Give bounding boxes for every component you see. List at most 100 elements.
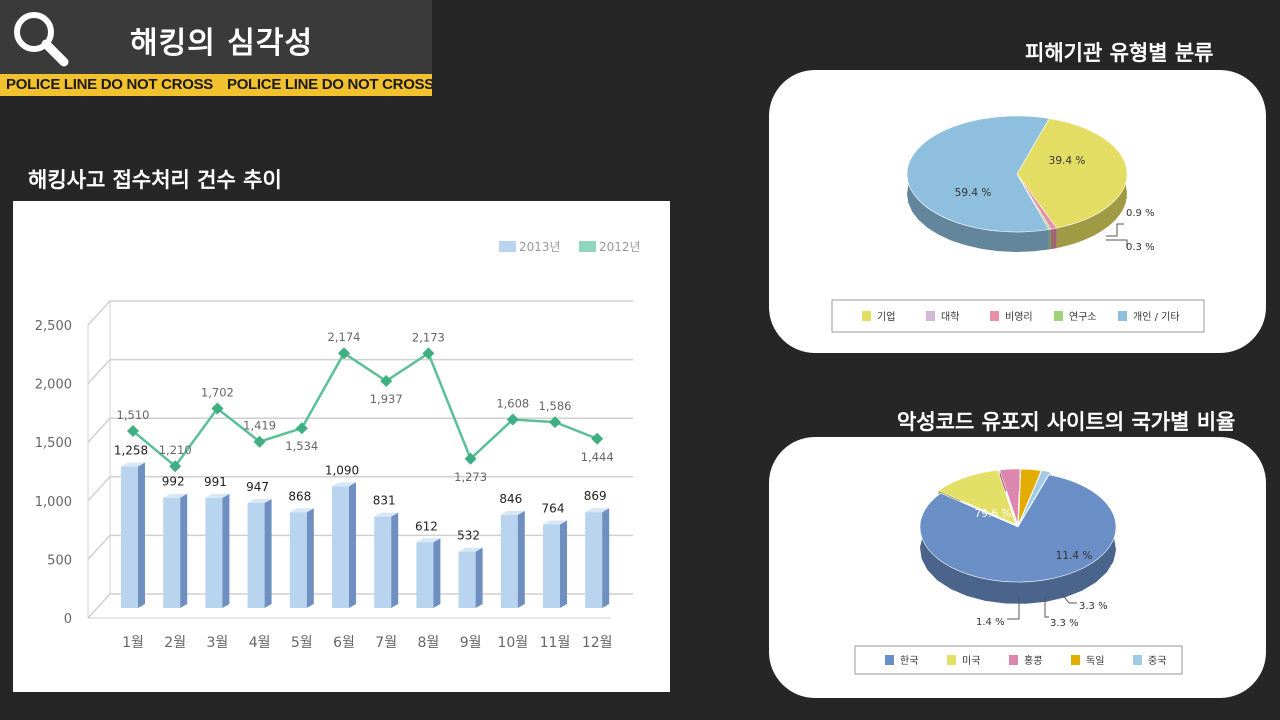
line-point (211, 402, 224, 415)
bar-side (602, 508, 610, 608)
legend-swatch (990, 311, 999, 321)
bar (458, 551, 476, 608)
bar-value-label: 532 (457, 529, 480, 543)
bar-value-label: 1,090 (325, 463, 359, 477)
bar-value-label: 947 (246, 480, 269, 494)
right-bottom-title: 악성코드 유포지 사이트의 국가별 비율 (897, 410, 1236, 434)
bar-top (332, 482, 356, 487)
bar (289, 512, 307, 608)
bar-value-label: 1,258 (114, 444, 148, 458)
legend-swatch (947, 655, 956, 665)
legend-swatch (1054, 311, 1063, 321)
bar-top (543, 520, 567, 525)
bar-side (475, 547, 483, 608)
x-tick-label: 11월 (540, 635, 571, 651)
line-point (295, 422, 308, 435)
bar-side (349, 482, 356, 608)
bar-value-label: 868 (288, 489, 311, 503)
pie-slice-side (1048, 229, 1051, 250)
org-type-chart-panel: 39.4 % 59.4 % 0.9 % 0.3 % 기업 대학 비영리 연구소 개인 / 기타 (769, 70, 1266, 353)
bar-value-label: 846 (499, 492, 522, 506)
line-value-label: 1,534 (285, 439, 318, 453)
country-chart-panel: 79.6 % 11.4 % 3.3 % 3.3 % 1.4 % 한국 미국 홍콩 독일 중국 (769, 437, 1266, 698)
line-value-label: 1,210 (159, 443, 192, 457)
pie-value-label: 3.3 % (1079, 601, 1108, 612)
pie-slice-side (1050, 228, 1057, 250)
legend-label: 미국 (962, 655, 980, 667)
monthly-chart-panel: 0 500 1,000 1,500 2,000 2,500 2013년 2012년 1,258 1… (13, 201, 670, 692)
y-tick-label: 1,500 (35, 436, 72, 451)
pie-value-label: 59.4 % (955, 187, 992, 199)
bar (585, 512, 603, 608)
line-value-label: 1,702 (201, 386, 234, 400)
legend-label: 비영리 (1005, 311, 1033, 323)
leader-line (1106, 223, 1124, 237)
legend-swatch (1071, 655, 1080, 665)
line-point (591, 432, 604, 445)
legend-swatch (1118, 311, 1127, 321)
bar-value-label: 869 (584, 489, 607, 503)
legend-label: 2013년 (519, 240, 561, 254)
bar-top (205, 493, 230, 498)
bar (121, 466, 138, 608)
legend-label: 2012년 (599, 240, 641, 254)
gridline (87, 476, 633, 502)
x-tick-label: 5월 (291, 635, 313, 651)
leader-line (1007, 597, 1020, 620)
bar-side (517, 510, 525, 608)
pie-value-label: 11.4 % (1056, 550, 1093, 562)
x-tick-label: 2월 (164, 635, 186, 651)
legend-label: 개인 / 기타 (1133, 311, 1180, 323)
legend-label: 기업 (877, 310, 895, 323)
bar-side (306, 508, 314, 608)
legend-box (831, 299, 1205, 333)
leader-line (1106, 239, 1128, 248)
x-tick-label: 4월 (249, 635, 271, 651)
left-section-title: 해킹사고 접수처리 건수 추이 (28, 168, 282, 192)
police-tape: POLICE LINE DO NOT CROSS POLICE LINE DO N… (0, 74, 432, 96)
country-pie: 79.6 % 11.4 % 3.3 %3.3 % 1.4 % 한국 미국 홍콩 독일 중국 (854, 468, 1183, 675)
bar (332, 486, 349, 608)
y-tick-label: 500 (47, 553, 72, 568)
line-point (506, 413, 519, 426)
bar (543, 524, 560, 608)
legend-label: 대학 (941, 311, 959, 323)
line-value-label: 1,419 (243, 419, 276, 433)
line-value-label: 2,174 (328, 330, 361, 344)
pie-slice (999, 468, 1021, 525)
bar (500, 514, 518, 608)
legend-box (854, 645, 1183, 675)
bar-top (416, 538, 441, 543)
y-tick-label: 2,500 (35, 319, 72, 334)
pie-value-label: 3.3 % (1050, 618, 1079, 629)
legend-label: 독일 (1086, 655, 1104, 667)
x-tick-label: 9월 (460, 635, 482, 651)
bar-top (585, 508, 610, 513)
line-value-label: 1,444 (581, 450, 614, 464)
tape-text: POLICE LINE DO NOT CROSS (226, 76, 432, 93)
y-tick-label: 2,000 (35, 378, 72, 393)
tape-text: POLICE LINE DO NOT CROSS (6, 76, 213, 93)
bar-side (222, 493, 230, 608)
y-tick-label: 1,000 (35, 495, 72, 510)
bar-value-label: 831 (373, 494, 396, 508)
org-type-pie: 39.4 % 59.4 % 0.9 % 0.3 % 기업 대학 비영리 연구소 개인 / 기타 (831, 115, 1205, 333)
right-top-title: 피해기관 유형별 분류 (1025, 41, 1214, 65)
legend-swatch (1009, 655, 1018, 665)
bar (247, 503, 265, 608)
legend-swatch (579, 241, 596, 252)
pie-value-label: 39.4 % (1049, 155, 1086, 167)
y-tick-label: 0 (64, 612, 72, 627)
magnifier-icon (14, 12, 69, 67)
line-value-label: 2,173 (412, 330, 445, 344)
legend-swatch (926, 311, 935, 321)
pie-value-label: 1.4 % (976, 617, 1005, 628)
bar-side (180, 493, 188, 608)
bar-top (500, 510, 525, 515)
legend-swatch (885, 655, 894, 665)
x-tick-label: 1월 (122, 635, 144, 651)
legend-swatch (499, 241, 516, 252)
bar-value-label: 991 (204, 475, 227, 489)
legend-swatch (1133, 655, 1142, 665)
bar-value-label: 764 (542, 501, 565, 515)
